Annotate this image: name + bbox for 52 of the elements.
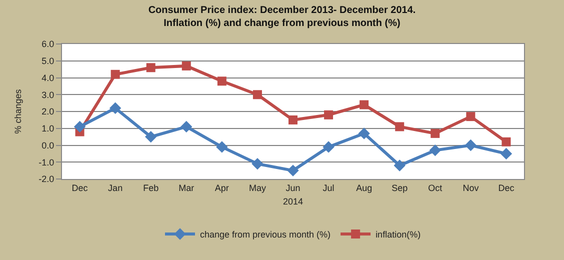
point	[74, 120, 86, 133]
point	[109, 102, 122, 114]
legend-label: change from previous month (%)	[200, 230, 331, 240]
point	[322, 141, 334, 153]
point	[358, 128, 370, 140]
y-tick-label: 4.0	[42, 72, 54, 83]
y-tick-label: 6.0	[42, 39, 54, 50]
y-tick-label: 1.0	[42, 124, 54, 134]
y-tick-label: -2.0	[38, 174, 54, 184]
x-tick-label: May	[248, 182, 266, 193]
point	[145, 130, 157, 143]
y-tick-label: 2.0	[42, 106, 54, 117]
point	[288, 115, 298, 124]
x-tick-label: Sep	[392, 182, 408, 193]
point	[252, 90, 262, 100]
point	[430, 128, 440, 138]
point	[287, 164, 299, 176]
point	[217, 76, 226, 86]
point	[502, 137, 511, 146]
point	[182, 61, 191, 70]
point	[464, 139, 477, 152]
point	[180, 120, 192, 133]
y-tick-label: -1.0	[38, 157, 54, 168]
point	[466, 112, 476, 122]
y-tick-label: 3.0	[42, 90, 54, 100]
point	[324, 110, 334, 120]
x-axis-title: 2014	[282, 196, 304, 207]
point	[360, 100, 369, 110]
x-tick-label: Jul	[322, 182, 334, 193]
x-tick-label: Oct	[428, 182, 443, 193]
x-tick-label: Aug	[356, 182, 372, 193]
x-tick-label: Nov	[462, 182, 480, 193]
y-axis-title: % changes	[13, 88, 24, 134]
chart-title: Consumer Price index: December 2013- December 2014. Inflation (%) and change from previous month (%)	[148, 5, 416, 29]
point	[110, 70, 120, 79]
x-tick-label: Apr	[214, 182, 229, 193]
y-tick-label: 0.0	[42, 140, 54, 150]
point	[252, 158, 264, 170]
point	[395, 122, 404, 132]
point	[216, 141, 228, 153]
y-tick-label: 5.0	[42, 56, 54, 66]
x-tick-label: Jun	[286, 182, 300, 193]
x-tick-label: Jan	[108, 182, 123, 193]
x-tick-label: Dec	[72, 182, 88, 193]
point	[500, 148, 512, 160]
x-tick-label: Feb	[143, 182, 159, 193]
x-tick-label: Dec	[498, 182, 515, 193]
point	[146, 63, 156, 72]
point	[429, 144, 441, 156]
legend-label: inflation(%)	[376, 230, 421, 240]
x-tick-label: Mar	[178, 182, 194, 193]
point	[394, 160, 406, 172]
